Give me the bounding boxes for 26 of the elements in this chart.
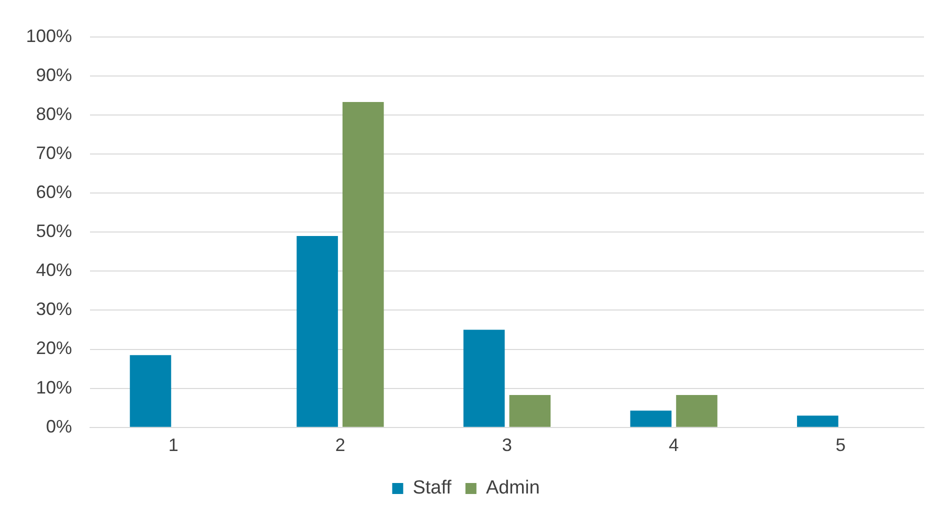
y-tick-label: 50% [36,221,72,242]
bar [509,394,551,427]
y-tick-label: 10% [36,377,72,398]
bar [463,330,505,427]
y-tick-label: 40% [36,260,72,280]
y-tick-label: 0% [46,416,72,436]
y-tick-label: 100% [26,26,72,46]
bar [342,102,384,427]
x-tick-label: 5 [836,435,846,456]
bar [296,236,338,427]
y-tick-label: 70% [36,142,72,163]
y-tick-label: 30% [36,299,72,320]
y-tick-label: 20% [36,338,72,358]
x-tick-label: 2 [335,435,346,456]
bar [630,410,672,427]
y-tick-label: 80% [36,104,72,124]
x-tick-label: 4 [668,435,679,456]
bar [797,416,838,427]
legend-label: Admin [486,478,540,499]
y-tick-label: 90% [36,64,72,85]
bar [676,394,718,427]
x-tick-label: 3 [502,435,512,456]
y-tick-label: 60% [36,182,72,202]
bar [130,355,172,427]
x-tick-label: 1 [168,435,178,456]
legend-label: Staff [412,478,452,499]
